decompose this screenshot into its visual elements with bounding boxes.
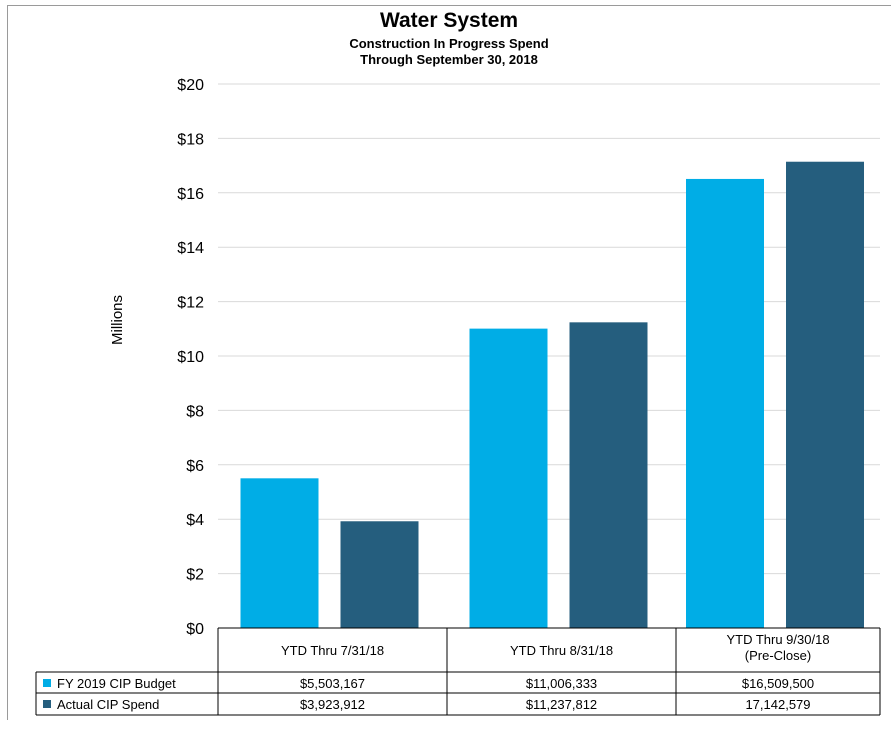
table-value-cell: $3,923,912 xyxy=(300,697,365,712)
category-label: YTD Thru 7/31/18 xyxy=(281,643,384,658)
table-value-cell: 17,142,579 xyxy=(745,697,810,712)
y-tick-label: $16 xyxy=(177,186,204,203)
table-value-cell: $5,503,167 xyxy=(300,676,365,691)
bar-actual-3 xyxy=(786,161,864,628)
legend-key-1 xyxy=(43,679,51,687)
legend-label-2: Actual CIP Spend xyxy=(57,697,159,712)
table-value-cell: $11,006,333 xyxy=(526,676,597,691)
category-label: YTD Thru 8/31/18 xyxy=(510,643,613,658)
bar-actual-1 xyxy=(340,521,419,628)
y-tick-label: $14 xyxy=(177,240,204,257)
chart-subtitle-line-2: Through September 30, 2018 xyxy=(360,52,538,67)
bar-budget-1 xyxy=(240,478,319,628)
chart-frame xyxy=(7,5,891,720)
y-tick-label: $6 xyxy=(186,458,204,475)
y-axis-label: Millions xyxy=(109,295,126,345)
y-tick-label: $8 xyxy=(186,403,204,420)
legend-key-2 xyxy=(43,700,51,708)
bar-budget-2 xyxy=(469,328,548,628)
bar-budget-3 xyxy=(686,178,764,629)
chart-title: Water System xyxy=(380,9,518,32)
y-tick-label: $4 xyxy=(186,512,204,529)
y-tick-label: $18 xyxy=(177,131,204,148)
y-tick-label: $10 xyxy=(177,349,204,366)
y-tick-label: $12 xyxy=(177,295,204,312)
y-tick-label: $2 xyxy=(186,567,204,584)
table-value-cell: $11,237,812 xyxy=(526,697,597,712)
y-tick-label: $20 xyxy=(177,77,204,94)
legend-label-1: FY 2019 CIP Budget xyxy=(57,676,176,691)
category-label: (Pre-Close) xyxy=(745,648,811,663)
chart-subtitle-line-1: Construction In Progress Spend xyxy=(349,36,548,51)
category-label: YTD Thru 9/30/18 xyxy=(726,632,829,647)
table-value-cell: $16,509,500 xyxy=(742,676,814,691)
y-tick-label: $0 xyxy=(186,621,204,638)
bar-actual-2 xyxy=(569,322,648,628)
